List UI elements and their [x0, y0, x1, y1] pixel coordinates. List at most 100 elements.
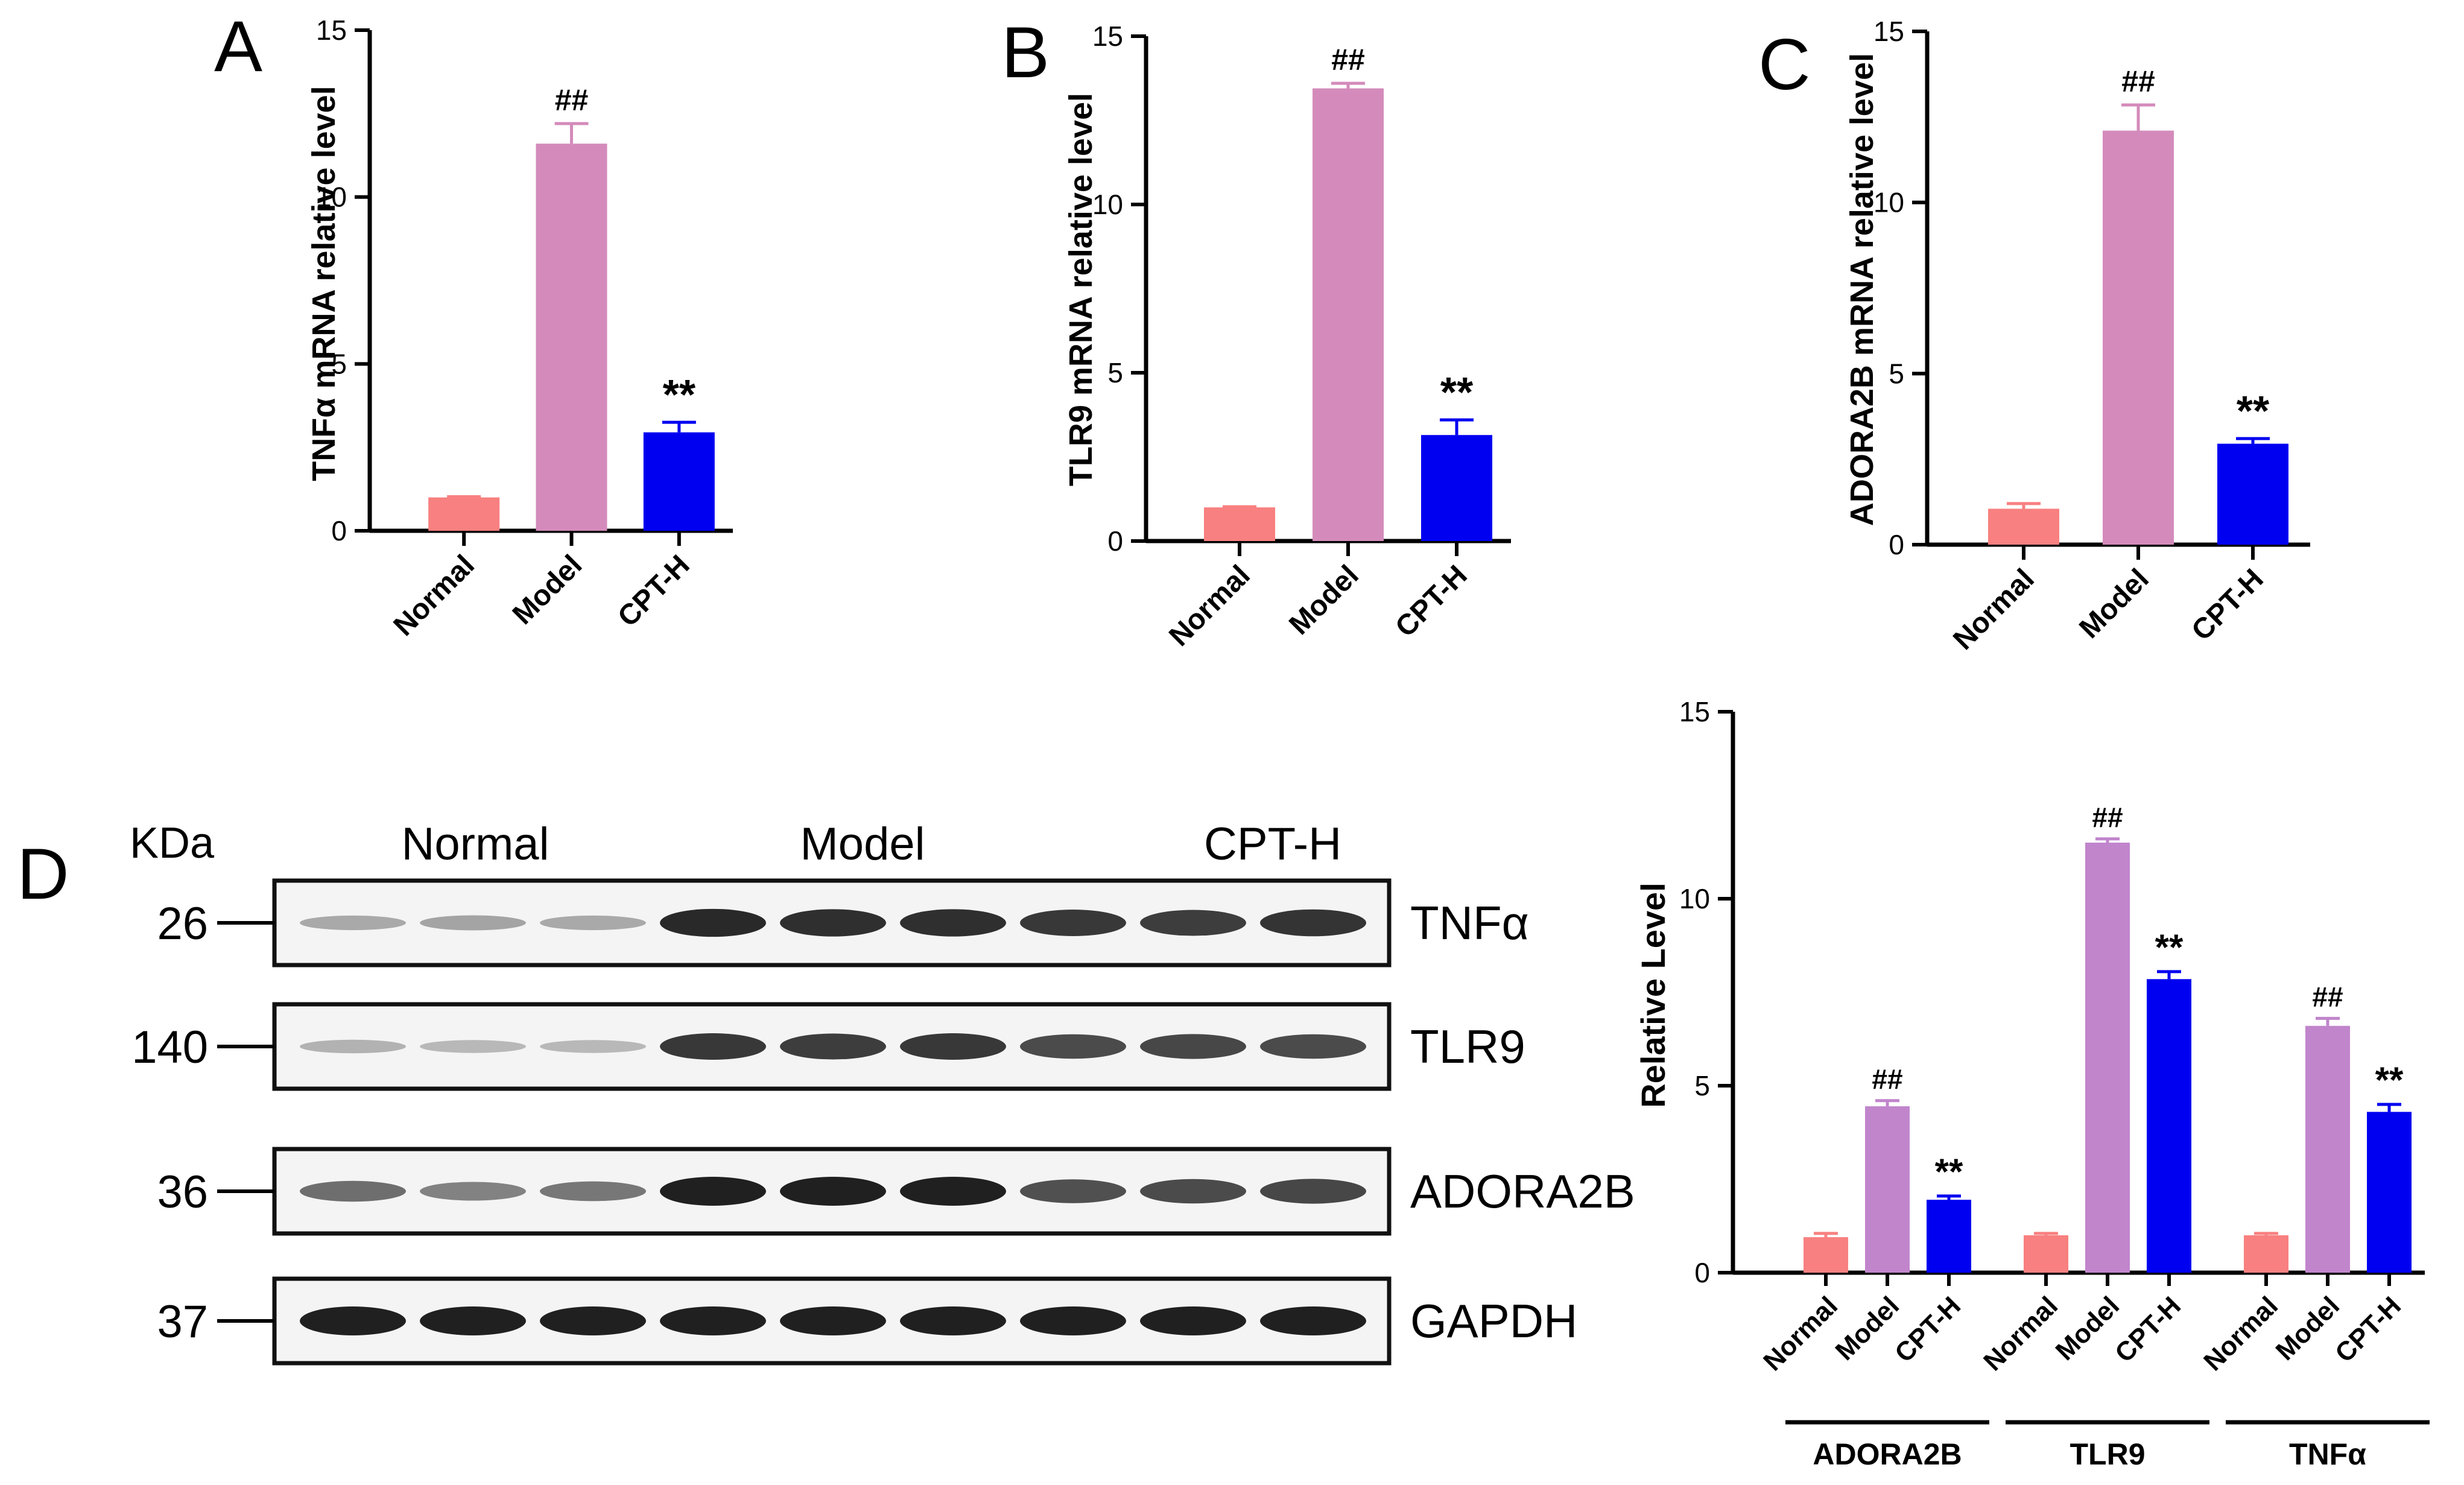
- blot-band: [300, 1306, 406, 1335]
- blot-band: [1140, 1179, 1246, 1204]
- blot-band: [660, 1177, 766, 1206]
- bar-tnf-normal: [2244, 1235, 2288, 1273]
- marker-label: 26: [157, 898, 208, 949]
- bar-tlr9-cpt-h: [2147, 979, 2191, 1273]
- blot-row-tnf: 26 TNFα: [157, 878, 1529, 967]
- marker-label: 140: [131, 1022, 208, 1073]
- blot-band: [420, 1306, 526, 1335]
- significance-stars: **: [2155, 927, 2184, 967]
- blot-band: [660, 1306, 766, 1335]
- bar-model: [536, 144, 607, 531]
- blot-band: [1020, 1306, 1126, 1335]
- bar-adora2b-cpt-h: [1927, 1200, 1971, 1273]
- western-blot: KDa Normal Model CPT-H 26 TNFα 140 TLR9 36 AD…: [130, 818, 1635, 1366]
- blot-band: [540, 1181, 646, 1202]
- blot-row-tlr9: 140 TLR9: [131, 1002, 1525, 1091]
- significance-hash: ##: [1331, 43, 1365, 77]
- bar-normal: [1204, 507, 1275, 541]
- panel-letter-c: C: [1758, 24, 1811, 105]
- x-tick-label-cpt-h: CPT-H: [1889, 1291, 1966, 1368]
- y-tick-label: 0: [1107, 525, 1123, 557]
- significance-stars: **: [663, 371, 696, 418]
- x-tick-label-model: Model: [507, 549, 589, 631]
- blot-band: [1260, 1034, 1366, 1059]
- x-tick-label-cpt-h: CPT-H: [2185, 563, 2269, 647]
- blot-band: [780, 1033, 886, 1060]
- bar-cpt-h: [643, 432, 715, 531]
- blot-band: [420, 1040, 526, 1053]
- panel-letter-d: D: [17, 834, 69, 914]
- protein-label-adora2b: ADORA2B: [1410, 1165, 1635, 1218]
- significance-hash: ##: [2121, 65, 2155, 98]
- significance-stars: **: [1440, 369, 1474, 416]
- group-label-tlr9: TLR9: [2070, 1437, 2146, 1471]
- blot-band: [540, 1040, 646, 1053]
- y-tick-label: 10: [1092, 189, 1123, 220]
- x-tick-label-normal: Normal: [1978, 1291, 2063, 1376]
- bar-adora2b-model: [1865, 1106, 1910, 1273]
- y-tick-label: 0: [331, 515, 347, 546]
- bar-adora2b-normal: [1804, 1237, 1848, 1273]
- blot-band: [780, 909, 886, 937]
- y-tick-label: 0: [1694, 1257, 1710, 1288]
- y-tick-label: 15: [1873, 16, 1904, 47]
- blot-band: [1020, 910, 1126, 936]
- bar-normal: [1988, 508, 2059, 545]
- y-tick-label: 10: [1873, 187, 1904, 218]
- blot-row-adora2b: 36 ADORA2B: [157, 1147, 1635, 1236]
- blot-band: [1260, 909, 1366, 937]
- blot-band: [900, 1177, 1006, 1206]
- x-tick-label-model: Model: [1830, 1291, 1905, 1366]
- protein-label-tlr9: TLR9: [1410, 1020, 1525, 1073]
- blot-row-gapdh: 37 GAPDH: [157, 1276, 1577, 1366]
- y-tick-label: 0: [1889, 529, 1904, 560]
- kda-label: KDa: [130, 819, 215, 867]
- blot-band: [1020, 1034, 1126, 1059]
- blot-band: [1140, 910, 1246, 936]
- protein-label-gapdh: GAPDH: [1410, 1294, 1577, 1347]
- blot-band: [420, 915, 526, 931]
- blot-group-label-model: Model: [800, 818, 925, 870]
- x-tick-label-normal: Normal: [1758, 1291, 1843, 1376]
- bar-tnf-cpt-h: [2367, 1112, 2412, 1273]
- blot-group-label-cpt-h: CPT-H: [1204, 818, 1341, 870]
- y-tick-label: 10: [316, 182, 347, 213]
- significance-hash: ##: [555, 83, 589, 117]
- panel-letter-b: B: [1001, 12, 1050, 93]
- marker-label: 37: [157, 1296, 208, 1347]
- blot-band: [1140, 1306, 1246, 1335]
- bar-cpt-h: [1421, 435, 1492, 541]
- group-label-adora2b: ADORA2B: [1813, 1437, 1962, 1471]
- x-tick-label-normal: Normal: [1947, 563, 2040, 656]
- blot-band: [660, 908, 766, 937]
- chart-a: 0 5 10 15 TNFα mRNA relative level Normal Mode…: [306, 14, 733, 642]
- bar-tlr9-model: [2085, 843, 2130, 1273]
- y-tick-label: 10: [1679, 883, 1710, 914]
- blot-band: [540, 915, 646, 931]
- x-tick-label-model: Model: [2073, 563, 2155, 645]
- y-axis-label: Relative Level: [1634, 882, 1672, 1108]
- protein-label-tnf: TNFα: [1410, 896, 1529, 949]
- blot-band: [300, 915, 406, 931]
- group-label-tnf: TNFα: [2289, 1437, 2366, 1471]
- x-tick-label-cpt-h: CPT-H: [2329, 1291, 2407, 1368]
- blot-band: [1020, 1179, 1126, 1203]
- marker-label: 36: [157, 1167, 208, 1218]
- x-tick-label-normal: Normal: [388, 549, 481, 642]
- blot-group-label-normal: Normal: [402, 818, 549, 870]
- significance-stars: **: [2237, 387, 2270, 434]
- blot-band: [660, 1033, 766, 1060]
- x-tick-label-model: Model: [2270, 1291, 2346, 1366]
- x-tick-label-cpt-h: CPT-H: [1389, 559, 1473, 643]
- x-tick-label-model: Model: [2050, 1291, 2126, 1366]
- bar-tnf-model: [2305, 1025, 2350, 1273]
- significance-hash: ##: [2092, 802, 2123, 833]
- x-tick-label-normal: Normal: [1163, 559, 1256, 652]
- chart-b: 0 5 10 15 TLR9 mRNA relative level Normal Mode…: [1063, 21, 1511, 653]
- x-tick-label-normal: Normal: [2198, 1291, 2284, 1376]
- y-tick-label: 5: [331, 348, 347, 379]
- blot-band: [300, 1039, 406, 1054]
- panel-letter-a: A: [214, 6, 262, 87]
